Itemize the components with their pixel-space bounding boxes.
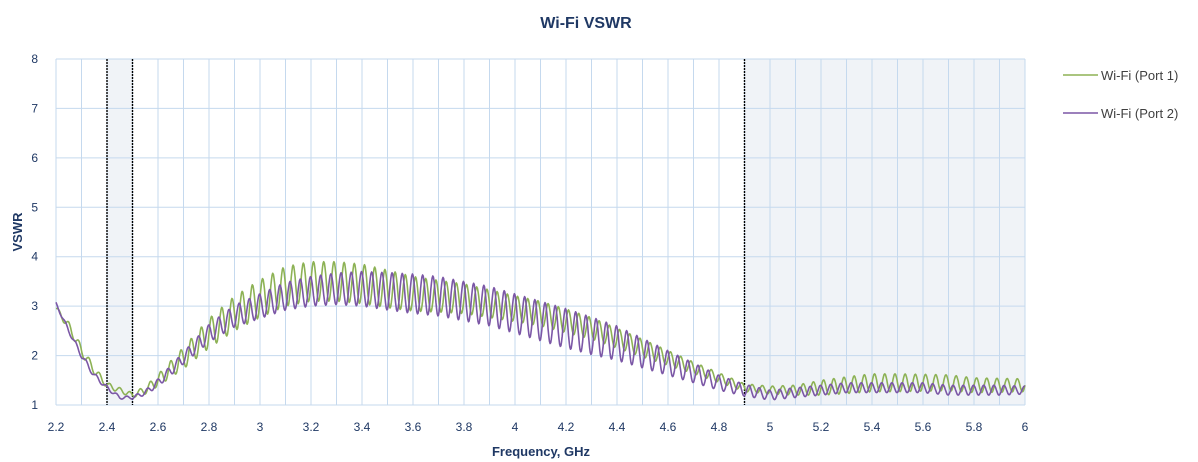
legend-label: Wi-Fi (Port 1) — [1101, 68, 1178, 83]
x-tick-label: 4 — [512, 420, 519, 434]
y-tick-label: 7 — [31, 101, 38, 115]
band-markers — [106, 59, 746, 405]
x-tick-label: 4.8 — [711, 420, 728, 434]
x-tick-label: 3.4 — [354, 420, 371, 434]
x-tick-label: 3 — [257, 420, 264, 434]
series-line — [55, 260, 1026, 398]
x-axis-title: Frequency, GHz — [492, 444, 591, 459]
x-tick-label: 5.6 — [915, 420, 932, 434]
y-tick-label: 4 — [31, 250, 38, 264]
gridlines — [55, 58, 1026, 406]
y-tick-label: 1 — [31, 398, 38, 412]
series-lines — [55, 260, 1026, 401]
shaded-band — [107, 59, 133, 405]
y-tick-labels: 1 2 3 4 5 6 7 8 — [31, 52, 38, 412]
x-tick-label: 4.4 — [609, 420, 626, 434]
x-tick-label: 4.2 — [558, 420, 575, 434]
x-tick-label: 4.6 — [660, 420, 677, 434]
x-tick-label: 3.6 — [405, 420, 422, 434]
legend-label: Wi-Fi (Port 2) — [1101, 106, 1178, 121]
x-tick-label: 6 — [1022, 420, 1029, 434]
y-tick-label: 2 — [31, 349, 38, 363]
x-tick-label: 2.6 — [150, 420, 167, 434]
x-tick-labels: 2.2 2.4 2.6 2.8 3 3.2 3.4 3.6 3.8 4 4.2 4.4 4.6 4.8 5 5… — [48, 420, 1029, 434]
x-tick-label: 5.4 — [864, 420, 881, 434]
shaded-band — [744, 59, 1025, 405]
y-tick-label: 6 — [31, 151, 38, 165]
y-tick-label: 3 — [31, 299, 38, 313]
chart-title: Wi-Fi VSWR — [540, 15, 632, 32]
y-tick-label: 8 — [31, 52, 38, 66]
x-tick-label: 5.2 — [813, 420, 830, 434]
x-tick-label: 2.2 — [48, 420, 65, 434]
x-tick-label: 5 — [767, 420, 774, 434]
x-tick-label: 2.8 — [201, 420, 218, 434]
x-tick-label: 3.2 — [303, 420, 320, 434]
shaded-bands — [107, 59, 1025, 405]
x-tick-label: 3.8 — [456, 420, 473, 434]
series-line — [55, 270, 1026, 401]
legend: Wi-Fi (Port 1) Wi-Fi (Port 2) — [1063, 68, 1178, 121]
y-axis-title: VSWR — [10, 212, 25, 252]
x-tick-label: 2.4 — [99, 420, 116, 434]
y-tick-label: 5 — [31, 200, 38, 214]
x-tick-label: 5.8 — [966, 420, 983, 434]
